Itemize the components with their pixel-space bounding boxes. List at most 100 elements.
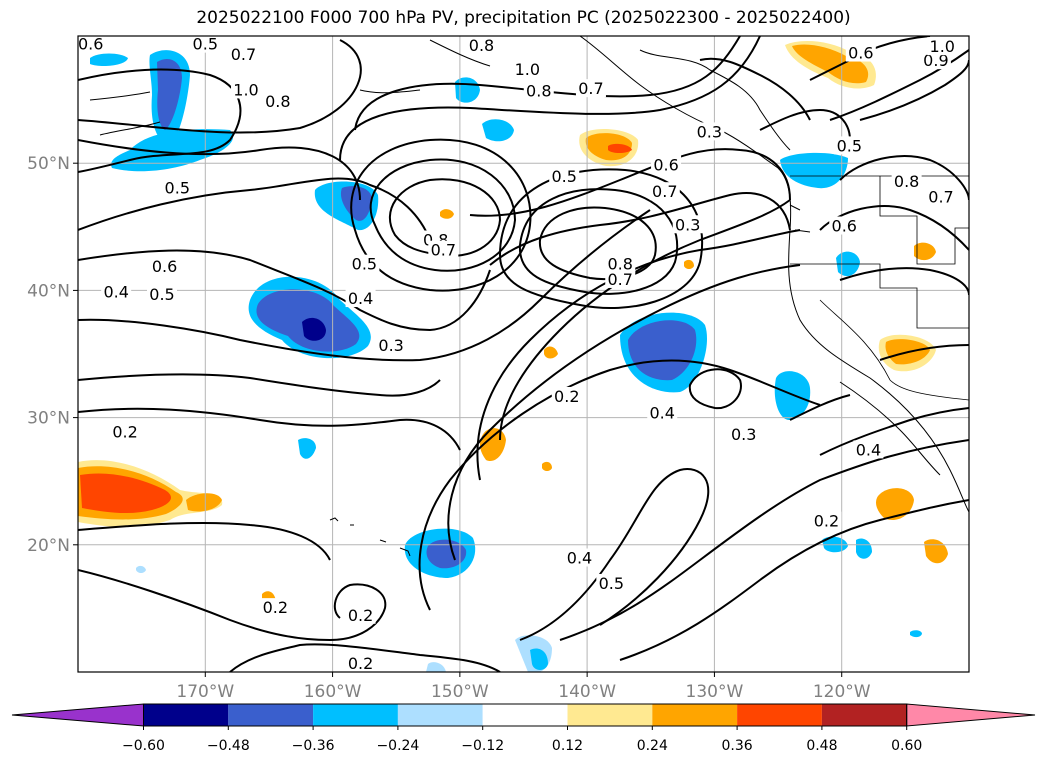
contour-label: 0.5	[599, 574, 624, 593]
pv-contours	[78, 36, 969, 672]
contour-label: 0.3	[697, 122, 722, 141]
contour-label-bg	[228, 44, 259, 63]
colorbar-segment	[482, 704, 568, 726]
contour-label-bg	[549, 166, 580, 185]
colorbar-frame	[143, 703, 908, 727]
islands	[329, 517, 411, 557]
contour-label: 0.5	[165, 178, 190, 197]
contour-label-bg	[596, 573, 627, 592]
contour-label: 1.0	[233, 80, 258, 99]
contour-label: 0.6	[848, 44, 873, 63]
contour-label-bg	[853, 440, 884, 459]
contour-label: 0.4	[567, 549, 592, 568]
contour-label: 0.2	[112, 423, 137, 442]
contour-label: 0.4	[856, 440, 881, 459]
contour-label-bg	[345, 605, 376, 624]
contour-label-bg	[78, 36, 106, 53]
contour-label-bg	[891, 172, 922, 191]
contour-label: 1.0	[515, 60, 540, 79]
contour-label: 0.7	[431, 241, 456, 260]
lon-tick-label: 150°W	[431, 682, 489, 702]
contour-label-bg	[564, 548, 595, 567]
contour-label: 0.8	[526, 82, 551, 101]
contour-label: 0.3	[675, 215, 700, 234]
colorbar-tick-label: 0.24	[637, 738, 668, 754]
contour-label: 0.7	[652, 182, 677, 201]
contour-label-bg	[147, 285, 178, 304]
contour-label-bg	[466, 36, 497, 54]
contour-label-bg	[728, 425, 759, 444]
contour-label-bg	[575, 79, 606, 98]
longitude-axis: 170°W 160°W 150°W 140°W 130°W 120°W	[176, 672, 871, 702]
contour-label-bg	[523, 81, 554, 100]
contour-label-bg	[376, 336, 407, 355]
contour-label-bg	[605, 254, 636, 273]
contour-label: 0.8	[265, 92, 290, 111]
contour-label-bg	[262, 91, 293, 110]
map-frame	[77, 35, 970, 673]
contour-label: 0.6	[653, 155, 678, 174]
contour-label: 0.2	[348, 606, 373, 625]
lon-tick-label: 160°W	[304, 682, 362, 702]
contour-label: 0.2	[263, 598, 288, 617]
colorbar-extend-high	[906, 703, 1036, 727]
contour-label: 0.5	[193, 35, 218, 54]
contour-label-bg	[605, 269, 636, 288]
colorbar-tick-label: 0.12	[552, 738, 583, 754]
colorbar-tick-label: −0.12	[461, 738, 504, 754]
contour-label: 0.2	[348, 654, 373, 673]
contour-label-bg	[345, 654, 376, 672]
contour-label-bg	[672, 215, 703, 234]
contour-label-bg	[110, 422, 141, 441]
contour-label: 0.7	[608, 270, 633, 289]
contour-label: 0.6	[78, 35, 103, 54]
contour-label-bg	[512, 60, 543, 79]
contour-label-bg	[162, 178, 193, 197]
colorbar-segment	[228, 704, 314, 726]
lat-tick-label: 50°N	[27, 154, 70, 174]
colorbar-tick-label: 0.36	[722, 738, 753, 754]
contour-label-bg	[647, 403, 678, 422]
gridlines	[78, 36, 969, 672]
contour-label: 0.8	[469, 36, 494, 55]
colorbar-segment	[313, 704, 398, 726]
colorbar: −0.60 −0.48 −0.36 −0.24 −0.12 0.12 0.24 0.36 0.4…	[11, 703, 1036, 754]
colorbar-tick-label: 0.60	[891, 738, 922, 754]
contour-label-bg	[260, 598, 291, 617]
contour-label-bg	[845, 43, 876, 62]
contour-label: 0.9	[923, 51, 948, 70]
contour-label: 0.8	[608, 255, 633, 274]
contour-label: 0.4	[650, 404, 675, 423]
lon-tick-label: 130°W	[686, 682, 744, 702]
colorbar-segment	[652, 704, 738, 726]
contour-label-bg	[829, 216, 860, 235]
contour-label: 0.4	[103, 283, 128, 302]
map-title: 2025022100 F000 700 hPa PV, precipitatio…	[196, 8, 851, 28]
colorbar-tick-label: 0.48	[806, 738, 837, 754]
contour-label-bg	[190, 36, 221, 53]
contour-label-bg	[925, 187, 956, 206]
contour-label-bg	[428, 240, 459, 259]
contour-label: 0.6	[152, 257, 177, 276]
colorbar-tick-label: −0.48	[207, 738, 250, 754]
contour-label: 0.5	[837, 136, 862, 155]
contour-label: 0.8	[894, 172, 919, 191]
positive-anomaly-shading	[78, 40, 948, 612]
contour-label-bg	[649, 182, 680, 201]
lat-tick-label: 30°N	[27, 409, 70, 429]
colorbar-extend-low	[11, 703, 144, 727]
contour-label: 0.6	[832, 217, 857, 236]
contour-label: 1.0	[930, 37, 955, 56]
colorbar-tick-label: −0.24	[376, 738, 419, 754]
contour-label: 0.7	[578, 79, 603, 98]
contour-label-bg	[149, 257, 180, 276]
contour-label-bg	[834, 136, 865, 155]
lat-tick-label: 40°N	[27, 281, 70, 301]
colorbar-segment	[737, 704, 822, 726]
contour-label-bg	[811, 511, 842, 530]
contour-label-bg	[651, 155, 682, 174]
contour-label-bg	[231, 80, 262, 99]
contour-label: 0.2	[814, 512, 839, 531]
lat-tick-label: 20°N	[27, 536, 70, 556]
